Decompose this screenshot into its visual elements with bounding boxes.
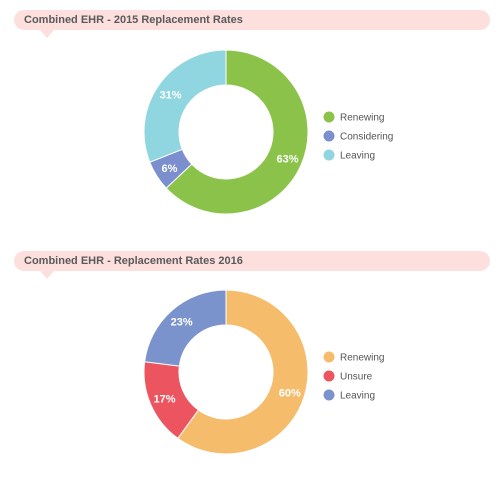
slice-label-leaving: 31% bbox=[160, 89, 182, 101]
slice-label-leaving: 23% bbox=[171, 317, 193, 329]
slice-label-renewing: 63% bbox=[276, 154, 298, 166]
chart-2-title-banner: Combined EHR - Replacement Rates 2016 bbox=[14, 251, 490, 279]
slice-label-unsure: 17% bbox=[153, 394, 175, 406]
legend-label-renewing: Renewing bbox=[340, 353, 384, 364]
legend-swatch-leaving bbox=[323, 149, 335, 161]
donut-chart-2015: 63% 6% 31% Renewing Considering Leaving bbox=[143, 49, 393, 215]
legend-swatch-considering bbox=[323, 130, 335, 142]
legend-swatch-unsure bbox=[323, 370, 335, 382]
donut-chart-2016: 60% 17% 23% Renewing Unsure Leaving bbox=[143, 289, 384, 455]
chart-1-title-banner: Combined EHR - 2015 Replacement Rates bbox=[14, 10, 490, 38]
chart-1-title: Combined EHR - 2015 Replacement Rates bbox=[24, 14, 243, 26]
legend-swatch-renewing bbox=[323, 351, 335, 363]
legend-label-leaving: Leaving bbox=[340, 151, 375, 162]
legend-label-renewing: Renewing bbox=[340, 113, 384, 124]
legend-swatch-leaving bbox=[323, 389, 335, 401]
legend-label-unsure: Unsure bbox=[340, 372, 373, 383]
chart-2-title: Combined EHR - Replacement Rates 2016 bbox=[24, 255, 243, 267]
donut-slice-leaving bbox=[144, 289, 227, 367]
donut-slice-renewing bbox=[177, 289, 309, 455]
legend-label-considering: Considering bbox=[340, 132, 393, 143]
legend-swatch-renewing bbox=[323, 111, 335, 123]
slice-label-renewing: 60% bbox=[279, 388, 301, 400]
donut-slice-renewing bbox=[165, 49, 309, 215]
donut-slice-leaving bbox=[143, 49, 227, 163]
slice-label-considering: 6% bbox=[161, 163, 177, 175]
legend-label-leaving: Leaving bbox=[340, 391, 375, 402]
